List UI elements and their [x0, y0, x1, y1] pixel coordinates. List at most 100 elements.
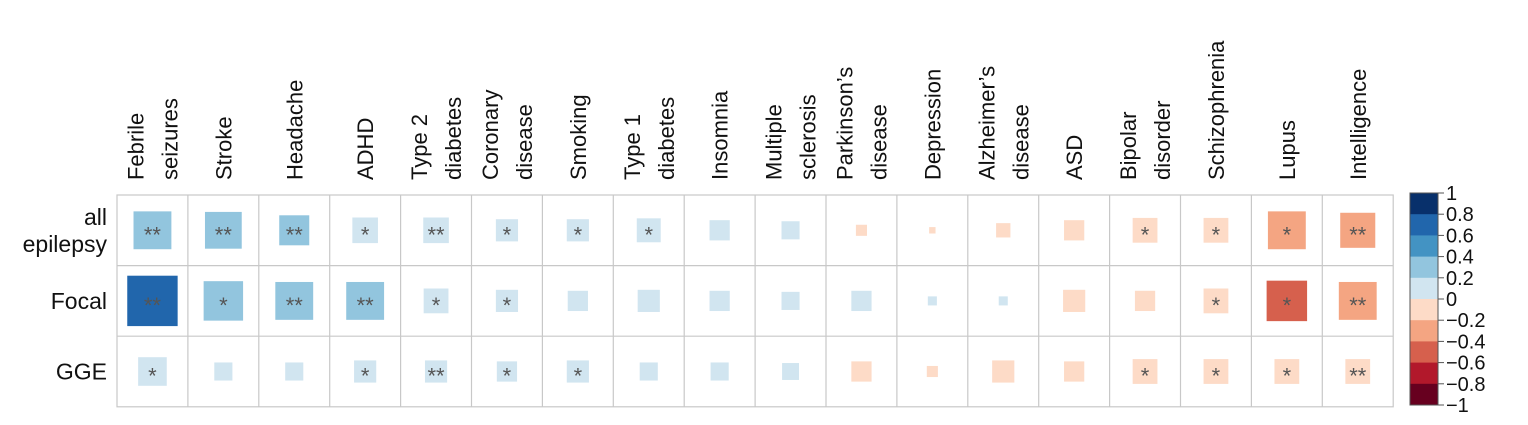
significance-marker: * [1212, 364, 1221, 389]
colorbar-tick-label: 0.4 [1446, 247, 1474, 269]
heatmap-cell [782, 363, 800, 380]
heatmap-cell [1338, 281, 1377, 320]
colorbar-tick-label: −1 [1446, 395, 1469, 417]
column-label: Smoking [566, 94, 591, 180]
heatmap-cell [1340, 212, 1376, 248]
colorbar-tick-label: −0.8 [1446, 374, 1485, 396]
heatmap-cell [1203, 359, 1229, 384]
colorbar-tick-label: 0.6 [1446, 225, 1474, 247]
heatmap-cell [1064, 220, 1085, 241]
significance-marker: ** [215, 222, 233, 247]
colorbar-segment [1410, 214, 1438, 236]
column-labels: Febrile seizures Stroke Headache ADHD Type 2 d… [123, 40, 1370, 180]
heatmap-cell [781, 221, 800, 240]
column-label: Multiple [762, 104, 787, 180]
colorbar-segment [1410, 383, 1438, 406]
significance-marker: * [1141, 364, 1150, 389]
colorbar-segment [1410, 193, 1438, 215]
heatmap-cell [1132, 359, 1158, 384]
heatmap-grid [116, 194, 1394, 408]
colorbar: 10.80.60.40.20−0.2−0.4−0.6−0.8−1 [1409, 183, 1485, 417]
significance-marker: ** [286, 222, 304, 247]
heatmap-cell [275, 281, 314, 320]
colorbar-tick-label: 0.2 [1446, 268, 1474, 290]
row-label: Focal [51, 288, 107, 314]
heatmap-cell [138, 357, 167, 386]
heatmap-cell [495, 289, 519, 312]
heatmap-cell [926, 365, 938, 378]
column-label: disease [512, 104, 537, 180]
significance-marker: ** [357, 293, 375, 318]
heatmap-cell [346, 281, 385, 320]
colorbar-tick-label: 0.8 [1446, 204, 1474, 226]
column-label: Coronary [478, 90, 503, 180]
heatmap-cell [1203, 217, 1229, 243]
column-label: seizures [157, 98, 182, 180]
column-label: Type 1 [620, 114, 645, 180]
colorbar-segment [1410, 341, 1438, 364]
heatmap-cell [566, 219, 589, 242]
column-label: Depression [920, 69, 945, 180]
significance-marker: * [503, 293, 512, 318]
column-label: diabetes [441, 97, 466, 180]
colorbar-tick-label: −0.6 [1446, 353, 1485, 375]
heatmap-cell [992, 360, 1015, 383]
heatmap-cells [127, 211, 1377, 386]
heatmap-cell [1266, 280, 1308, 322]
column-label: disease [866, 104, 891, 180]
significance-marker: ** [427, 222, 445, 247]
heatmap-cell [636, 218, 661, 243]
colorbar-segment [1410, 277, 1438, 300]
column-label: Stroke [211, 116, 236, 180]
column-label: Intelligence [1346, 69, 1371, 180]
significance-marker: * [503, 222, 512, 247]
heatmap-cell [996, 223, 1011, 238]
heatmap-cell [214, 362, 233, 381]
heatmap-cell [709, 220, 730, 241]
significance-marker: * [219, 293, 228, 318]
column-label: ADHD [353, 118, 378, 180]
column-label: disorder [1150, 101, 1175, 180]
significance-marker: ** [427, 364, 445, 389]
heatmap-cell [203, 281, 244, 321]
heatmap-cell [279, 215, 310, 246]
column-label: sclerosis [796, 94, 821, 180]
heatmap-cell [927, 296, 937, 306]
heatmap-cell [1134, 290, 1156, 312]
heatmap-cell [567, 290, 588, 312]
heatmap-cell [781, 291, 800, 310]
row-label: all [84, 204, 107, 230]
heatmap-cell [998, 296, 1008, 306]
heatmap-cell [127, 275, 178, 327]
heatmap-cell [495, 219, 519, 242]
heatmap-cell [133, 211, 172, 250]
heatmap-cell [1274, 359, 1300, 384]
heatmap-cell [352, 217, 378, 244]
significance-marker: ** [1349, 364, 1367, 389]
heatmap-cell [637, 289, 660, 312]
heatmap-cell [204, 211, 242, 249]
significance-marker: * [361, 222, 370, 247]
colorbar-tick-label: −0.4 [1446, 331, 1485, 353]
column-label: Alzheimer’s [974, 66, 999, 180]
significance-marker: * [361, 364, 370, 389]
significance-marker: ** [286, 293, 304, 318]
heatmap-cell [1267, 211, 1306, 250]
heatmap-cell [424, 360, 448, 383]
colorbar-segment [1410, 235, 1438, 258]
colorbar-segment [1410, 299, 1438, 321]
heatmap-cell [710, 362, 729, 381]
column-label: Insomnia [708, 90, 733, 180]
significance-marker: * [1212, 222, 1221, 247]
column-label: Type 2 [407, 114, 432, 180]
heatmap-cell [423, 288, 449, 314]
significance-marker: * [574, 364, 583, 389]
significance-marker: * [503, 364, 512, 389]
significance-marker: ** [144, 222, 162, 247]
heatmap-cell [1064, 361, 1085, 382]
heatmap-cell [354, 360, 377, 383]
heatmap-cell [639, 362, 658, 381]
heatmap-cell [566, 360, 589, 383]
